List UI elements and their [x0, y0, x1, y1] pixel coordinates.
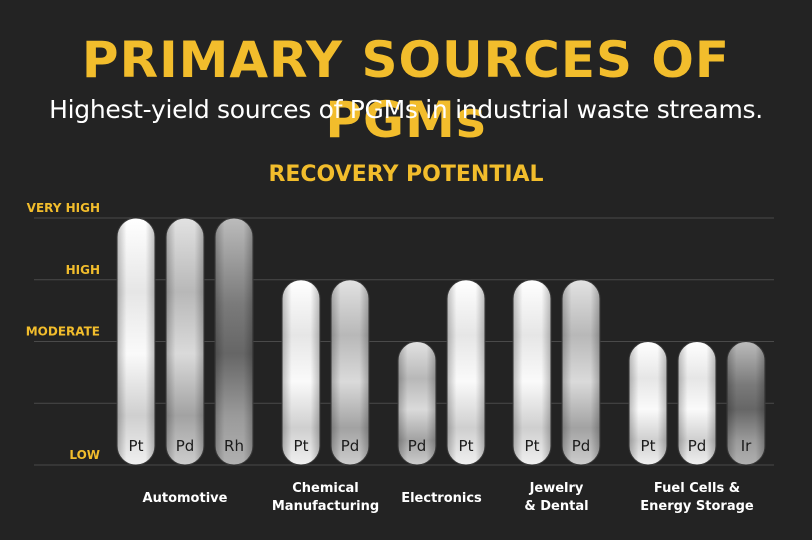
- chart-title: RECOVERY POTENTIAL: [268, 162, 544, 187]
- y-level-label: HIGH: [66, 263, 100, 277]
- category-label: Electronics: [401, 491, 482, 506]
- category-label: Energy Storage: [640, 499, 754, 514]
- bar-metal-label: Pt: [129, 437, 144, 455]
- y-level-label: LOW: [69, 448, 100, 462]
- y-level-label: MODERATE: [26, 325, 100, 339]
- bar-metal-label: Pt: [641, 437, 656, 455]
- bar: Ir: [726, 341, 766, 466]
- bar: Pd: [165, 217, 205, 466]
- bar: Pd: [330, 279, 370, 466]
- bar: Pt: [628, 341, 668, 466]
- bar-metal-label: Pt: [459, 437, 474, 455]
- page-title: PRIMARY SOURCES OF PGMs: [81, 31, 731, 149]
- bar-metal-label: Pd: [341, 437, 360, 455]
- category-label: Fuel Cells &: [654, 481, 740, 496]
- category-label: Chemical: [292, 481, 359, 496]
- bar-metal-label: Pd: [688, 437, 707, 455]
- bar: Pt: [446, 279, 486, 466]
- bar-metal-label: Ir: [741, 437, 752, 455]
- bar-metal-label: Rh: [224, 437, 244, 455]
- bar: Pd: [677, 341, 717, 466]
- bar: Pt: [116, 217, 156, 466]
- bar: Rh: [214, 217, 254, 466]
- y-level-label: VERY HIGH: [27, 201, 100, 215]
- page-subtitle: Highest-yield sources of PGMs in industr…: [49, 95, 763, 124]
- category-label: Automotive: [143, 491, 228, 506]
- bar-metal-label: Pd: [572, 437, 591, 455]
- bar-metal-label: Pd: [176, 437, 195, 455]
- bar-metal-label: Pt: [525, 437, 540, 455]
- bar: Pd: [561, 279, 601, 466]
- bar: Pt: [281, 279, 321, 466]
- category-label: & Dental: [524, 499, 588, 514]
- category-label: Manufacturing: [272, 499, 379, 514]
- bar: Pd: [397, 341, 437, 466]
- bar: Pt: [512, 279, 552, 466]
- category-label: Jewelry: [529, 481, 584, 496]
- bar-metal-label: Pd: [408, 437, 427, 455]
- bar-metal-label: Pt: [294, 437, 309, 455]
